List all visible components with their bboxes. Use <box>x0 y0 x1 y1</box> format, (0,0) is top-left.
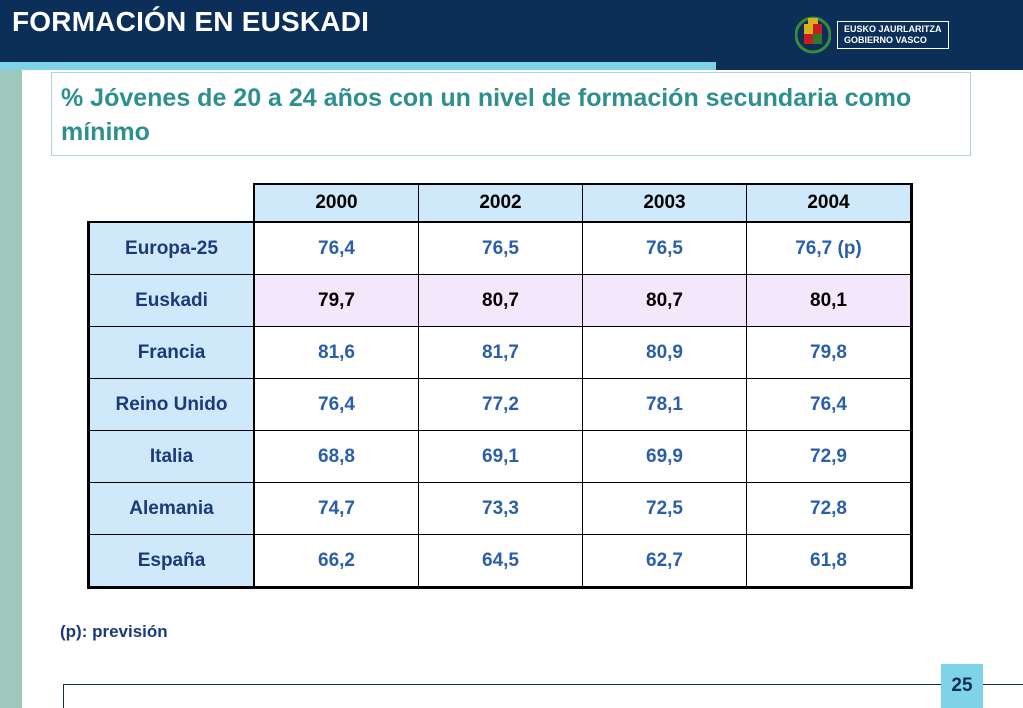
table-cell: 77,2 <box>418 378 583 431</box>
table-cell: 69,9 <box>582 430 747 483</box>
table-cell: 72,9 <box>746 430 913 483</box>
table-cell: 79,8 <box>746 326 913 379</box>
column-header: 2004 <box>746 183 913 223</box>
column-header: 2000 <box>253 183 419 223</box>
column-header: 2002 <box>418 183 583 223</box>
table-cell: 76,4 <box>253 378 419 431</box>
row-label: Italia <box>87 430 255 483</box>
page-number: 25 <box>941 664 983 708</box>
column-header: 2003 <box>582 183 747 223</box>
table-cell: 76,4 <box>253 221 419 275</box>
table-row: Italia 68,8 69,1 69,9 72,9 <box>87 430 913 483</box>
table-cell: 68,8 <box>253 430 419 483</box>
subtitle-box: % Jóvenes de 20 a 24 años con un nivel d… <box>51 72 971 156</box>
table-row: España 66,2 64,5 62,7 61,8 <box>87 534 913 589</box>
table-row: Reino Unido 76,4 77,2 78,1 76,4 <box>87 378 913 431</box>
table-cell: 80,7 <box>582 274 747 327</box>
table-cell: 72,5 <box>582 482 747 535</box>
gobierno-vasco-logo: EUSKO JAURLARITZA GOBIERNO VASCO <box>795 15 949 55</box>
table-cell: 64,5 <box>418 534 583 589</box>
table-cell: 62,7 <box>582 534 747 589</box>
table-row: Francia 81,6 81,7 80,9 79,8 <box>87 326 913 379</box>
table-cell: 80,7 <box>418 274 583 327</box>
subtitle: % Jóvenes de 20 a 24 años con un nivel d… <box>61 84 912 146</box>
table-cell: 76,5 <box>582 221 747 275</box>
footer-divider <box>63 684 1023 685</box>
logo-text-box: EUSKO JAURLARITZA GOBIERNO VASCO <box>837 21 949 49</box>
table-cell: 80,9 <box>582 326 747 379</box>
logo-line-1: EUSKO JAURLARITZA <box>844 24 942 34</box>
left-decorative-band <box>0 70 22 708</box>
table-cell: 73,3 <box>418 482 583 535</box>
table-cell: 69,1 <box>418 430 583 483</box>
row-label: España <box>87 534 255 589</box>
row-label: Alemania <box>87 482 255 535</box>
header-bar <box>0 0 1023 62</box>
table-cell: 81,6 <box>253 326 419 379</box>
row-label: Europa-25 <box>87 221 255 275</box>
table-corner <box>88 184 254 222</box>
coat-of-arms-icon <box>795 16 831 54</box>
logo-line-2: GOBIERNO VASCO <box>844 35 927 45</box>
data-table: 2000 2002 2003 2004 Europa-25 76,4 76,5 … <box>87 183 913 589</box>
table-cell: 76,7 (p) <box>746 221 913 275</box>
slide-title: FORMACIÓN EN EUSKADI <box>12 6 370 37</box>
table-header-row: 2000 2002 2003 2004 <box>88 183 913 223</box>
table-cell: 61,8 <box>746 534 913 589</box>
table-cell: 66,2 <box>253 534 419 589</box>
row-label: Francia <box>87 326 255 379</box>
table-row-highlighted: Euskadi 79,7 80,7 80,7 80,1 <box>87 274 913 327</box>
accent-strip <box>0 62 716 70</box>
row-label: Reino Unido <box>87 378 255 431</box>
table-cell: 79,7 <box>253 274 419 327</box>
table-cell: 72,8 <box>746 482 913 535</box>
table-cell: 76,5 <box>418 221 583 275</box>
table-cell: 76,4 <box>746 378 913 431</box>
table-cell: 81,7 <box>418 326 583 379</box>
table-cell: 74,7 <box>253 482 419 535</box>
footnote: (p): previsión <box>60 622 168 641</box>
header-bar-extension <box>716 62 1023 70</box>
table-row: Alemania 74,7 73,3 72,5 72,8 <box>87 482 913 535</box>
table-cell: 78,1 <box>582 378 747 431</box>
row-label: Euskadi <box>87 274 255 327</box>
footer-divider-left <box>63 684 64 708</box>
table-row: Europa-25 76,4 76,5 76,5 76,7 (p) <box>87 221 913 275</box>
table-cell: 80,1 <box>746 274 913 327</box>
